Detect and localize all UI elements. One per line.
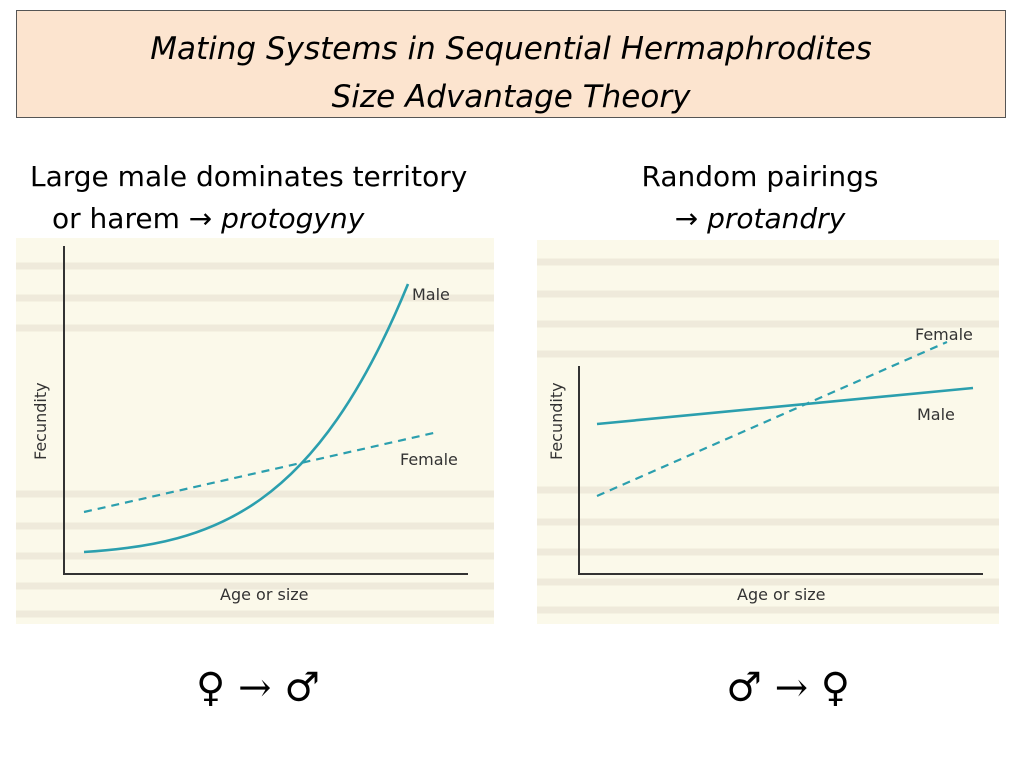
right-female-label: Female <box>915 325 973 344</box>
left-chart-panel: Male Female Age or size Fecundity <box>16 238 494 624</box>
right-x-axis-label: Age or size <box>737 585 826 604</box>
left-caption-line1: Large male dominates territory <box>30 160 468 193</box>
slide-title: Mating Systems in Sequential Hermaphrodi… <box>150 31 872 67</box>
left-male-label: Male <box>412 285 450 304</box>
left-x-axis-label: Age or size <box>220 585 309 604</box>
scan-texture <box>16 262 494 618</box>
left-chart-axes <box>63 246 468 575</box>
right-male-curve <box>596 386 974 426</box>
right-caption-prefix: → <box>674 202 708 235</box>
left-sex-change-symbols: ♀ → ♂ <box>196 665 321 711</box>
left-male-curve <box>83 283 410 554</box>
right-caption-line1: Random pairings <box>641 160 879 193</box>
left-chart: Male Female Age or size Fecundity <box>16 246 494 618</box>
left-caption-prefix: or harem → <box>52 202 222 235</box>
slide-subtitle: Size Advantage Theory <box>331 79 691 115</box>
left-y-axis-label: Fecundity <box>31 382 50 460</box>
right-caption-line2: → protandry <box>560 198 960 240</box>
right-caption-term: protandry <box>707 202 846 235</box>
right-caption: Random pairings → protandry <box>560 156 960 240</box>
right-y-axis-label: Fecundity <box>547 382 566 460</box>
right-chart: Female Male Age or size Fecundity <box>537 258 999 614</box>
left-caption: Large male dominates territory or harem … <box>30 156 467 240</box>
scan-texture <box>537 258 999 614</box>
right-male-label: Male <box>917 405 955 424</box>
title-box: Mating Systems in Sequential Hermaphrodi… <box>16 10 1006 118</box>
right-chart-panel: Female Male Age or size Fecundity <box>537 240 999 624</box>
left-caption-term: protogyny <box>221 202 365 235</box>
left-female-label: Female <box>400 450 458 469</box>
left-caption-line2: or harem → protogyny <box>30 198 467 240</box>
left-female-line <box>83 430 439 514</box>
right-sex-change-symbols: ♂ → ♀ <box>726 665 851 711</box>
right-chart-axes <box>578 366 983 575</box>
right-female-line <box>596 340 948 498</box>
